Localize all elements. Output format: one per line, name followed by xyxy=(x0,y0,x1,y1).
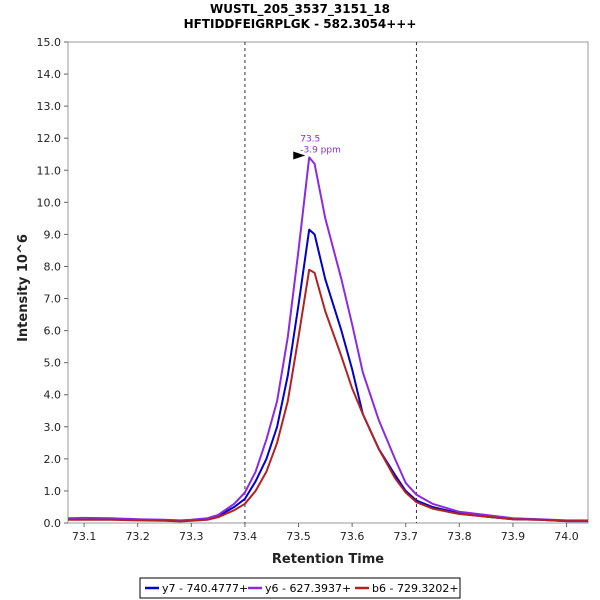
chart-title: WUSTL_205_3537_3151_18 xyxy=(210,2,390,17)
x-tick-label: 73.4 xyxy=(233,530,258,543)
legend-item-label: y7 - 740.4777+ xyxy=(162,582,248,595)
legend-box xyxy=(139,577,461,599)
y-tick-label: 13.0 xyxy=(37,100,62,113)
peak-label: 73.5 xyxy=(300,134,320,144)
y-tick-label: 14.0 xyxy=(37,68,62,81)
legend: y7 - 740.4777+ y6 - 627.3937+ b6 - 729.320… xyxy=(139,577,461,599)
y-tick-label: 9.0 xyxy=(44,228,62,241)
x-tick-label: 73.2 xyxy=(125,530,150,543)
y-tick-label: 2.0 xyxy=(44,453,62,466)
y-tick-label: 3.0 xyxy=(44,421,62,434)
chart-subtitle: HFTIDDFEIGRPLGK - 582.3054+++ xyxy=(184,17,417,31)
peak-annotation: 73.5 -3.9 ppm xyxy=(293,134,341,160)
x-tick-label: 73.3 xyxy=(179,530,204,543)
plot-area xyxy=(67,41,589,524)
plot-frame xyxy=(67,41,589,524)
y-tick-label: 7.0 xyxy=(44,293,62,306)
x-tick-label: 73.6 xyxy=(340,530,365,543)
x-axis-label: Retention Time xyxy=(272,552,384,567)
integration-boundaries xyxy=(244,42,417,523)
y-axis: 0.0 1.0 2.0 3.0 4.0 5.0 6.0 7.0 8.0 9.0 10.0 11.0 12… xyxy=(37,36,68,530)
series-group xyxy=(67,156,588,523)
y-tick-label: 6.0 xyxy=(44,325,62,338)
x-tick-label: 73.5 xyxy=(286,530,311,543)
peak-ppm-label: -3.9 ppm xyxy=(300,145,341,155)
legend-item-label: y6 - 627.3937+ xyxy=(265,582,351,595)
x-tick-label: 73.7 xyxy=(393,530,418,543)
y-tick-label: 4.0 xyxy=(44,389,62,402)
y-tick-label: 5.0 xyxy=(44,357,62,370)
x-axis: 73.1 73.2 73.3 73.4 73.5 73.6 73.7 73.8 73.9 74.0 xyxy=(72,523,579,543)
y-tick-label: 10.0 xyxy=(37,196,62,209)
y-tick-label: 8.0 xyxy=(44,260,62,273)
y-axis-label: Intensity 10^6 xyxy=(16,234,31,342)
x-tick-label: 73.8 xyxy=(447,530,472,543)
y-tick-label: 0.0 xyxy=(44,517,62,530)
y-tick-label: 1.0 xyxy=(44,485,62,498)
peak-arrow-icon xyxy=(293,151,306,160)
y-tick-label: 15.0 xyxy=(37,36,62,49)
x-tick-label: 74.0 xyxy=(554,530,579,543)
x-tick-label: 73.9 xyxy=(501,530,526,543)
series-line-b6 xyxy=(68,268,588,523)
y-tick-label: 12.0 xyxy=(37,132,62,145)
legend-item-label: b6 - 729.3202+ xyxy=(372,582,459,595)
y-tick-label: 11.0 xyxy=(37,164,62,177)
x-tick-label: 73.1 xyxy=(72,530,97,543)
